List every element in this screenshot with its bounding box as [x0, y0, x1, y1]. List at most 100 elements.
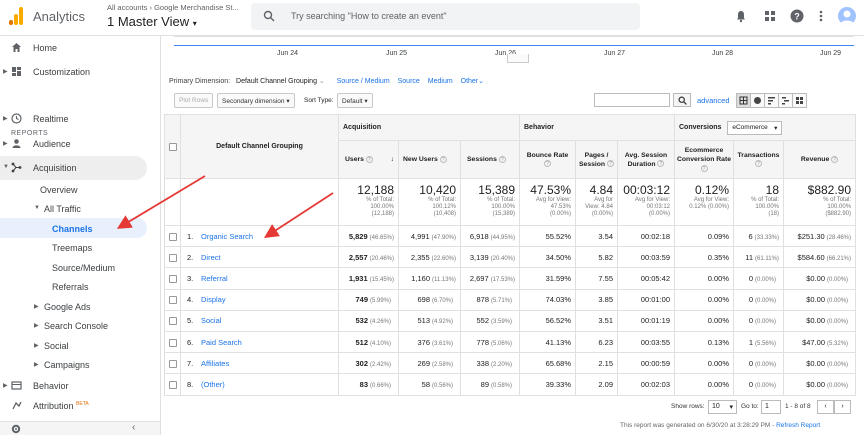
sidebar-item-attribution[interactable]: Attribution BETA: [0, 395, 160, 417]
next-page-button[interactable]: ›: [834, 400, 851, 414]
sidebar-item-treemaps[interactable]: Treemaps: [0, 237, 160, 259]
advanced-filter-link[interactable]: advanced: [697, 96, 730, 105]
channel-link[interactable]: Paid Search: [201, 337, 242, 347]
chart-resize-handle[interactable]: [507, 54, 529, 63]
sidebar-item-campaigns[interactable]: ▶ Campaigns: [0, 354, 160, 376]
more-vert-icon[interactable]: [814, 9, 828, 23]
dimension-option-source[interactable]: Source: [397, 78, 420, 85]
goto-input[interactable]: 1: [761, 400, 781, 414]
account-breadcrumb[interactable]: All accounts › Google Merchandise St...: [107, 3, 239, 12]
pie-view-icon[interactable]: [750, 93, 765, 108]
column-header-sessions[interactable]: Sessions ?: [460, 140, 520, 179]
sidebar-item-channels[interactable]: Channels: [0, 218, 160, 240]
total-sub: % of Total:: [823, 197, 852, 203]
row-checkbox[interactable]: [168, 359, 177, 368]
sidebar-item-home[interactable]: Home: [0, 37, 160, 59]
sidebar-item-referrals[interactable]: Referrals: [0, 276, 160, 298]
channel-link[interactable]: Direct: [201, 252, 221, 262]
table-row[interactable]: 8. (Other) 83 (0.66%) 58 (0.56%) 89 (0.58%) 39.3…: [164, 373, 857, 396]
column-header-transactions[interactable]: Transactions?: [733, 140, 784, 179]
column-header-bounce-rate[interactable]: Bounce Rate?: [519, 140, 576, 179]
row-checkbox[interactable]: [168, 296, 177, 305]
dimension-option-other[interactable]: Other: [460, 78, 479, 85]
plot-rows-button[interactable]: Plot Rows: [174, 93, 214, 108]
pivot-view-icon[interactable]: [792, 93, 807, 108]
column-header-new-users[interactable]: New Users ?: [398, 140, 461, 179]
help-icon[interactable]: ?: [700, 164, 708, 172]
row-checkbox[interactable]: [168, 380, 177, 389]
help-icon[interactable]: ?: [831, 155, 839, 163]
table-row[interactable]: 1. Organic Search 5,829 (46.65%) 4,991 (47.90…: [164, 224, 857, 248]
channel-link[interactable]: Organic Search: [201, 231, 254, 241]
dimension-header[interactable]: Default Channel Grouping: [180, 114, 339, 179]
help-icon[interactable]: ?: [790, 9, 804, 23]
data-table-view-icon[interactable]: [736, 93, 751, 108]
primary-dimension-selected[interactable]: Default Channel Grouping: [236, 78, 317, 85]
column-header-pages-session[interactable]: Pages / Session ?: [575, 140, 618, 179]
sidebar-item-google-ads[interactable]: ▶ Google Ads: [0, 296, 160, 318]
view-selector[interactable]: 1 Master View ▾: [107, 14, 197, 29]
table-filter-search-button[interactable]: [673, 93, 691, 107]
help-icon[interactable]: ?: [498, 155, 506, 163]
refresh-report-link[interactable]: Refresh Report: [776, 422, 821, 429]
table-row[interactable]: 2. Direct 2,557 (20.46%) 2,355 (22.60%) 3,139(…: [164, 246, 857, 269]
comparison-view-icon[interactable]: [778, 93, 793, 108]
dimension-option-source-medium[interactable]: Source / Medium: [336, 78, 390, 85]
avatar[interactable]: [838, 7, 856, 25]
help-icon[interactable]: ?: [657, 160, 665, 168]
secondary-dimension-dropdown[interactable]: Secondary dimension ▾: [217, 93, 295, 108]
row-checkbox[interactable]: [168, 338, 177, 347]
show-rows-select[interactable]: 10 ▾: [708, 400, 737, 414]
column-header-avg-session-duration[interactable]: Avg. Session Duration ?: [617, 140, 675, 179]
sidebar-item-source-medium[interactable]: Source/Medium: [0, 257, 160, 279]
select-all-checkbox[interactable]: [168, 142, 177, 151]
gear-icon[interactable]: [11, 424, 21, 434]
row-checkbox[interactable]: [168, 253, 177, 262]
sidebar-item-customization[interactable]: ▶ Customization: [0, 61, 160, 83]
dimension-option-medium[interactable]: Medium: [427, 78, 453, 85]
table-row[interactable]: 6. Paid Search 512 (4.10%) 376 (3.61%) 778 (5.0…: [164, 330, 857, 354]
channel-link[interactable]: Display: [201, 295, 226, 305]
help-icon[interactable]: ?: [544, 160, 551, 168]
performance-view-icon[interactable]: [764, 93, 779, 108]
sidebar-item-all-traffic[interactable]: ▼ All Traffic: [0, 198, 160, 220]
column-header-users[interactable]: Users ? ↓: [338, 140, 399, 179]
sidebar-item-acquisition[interactable]: ▼ Acquisition: [0, 157, 160, 179]
search-input[interactable]: Try searching "How to create an event": [251, 3, 640, 30]
analytics-logo-icon[interactable]: [9, 7, 23, 25]
sort-type-dropdown[interactable]: Default ▾: [337, 93, 373, 108]
bell-icon[interactable]: [734, 9, 748, 23]
sidebar-item-search-console[interactable]: ▶ Search Console: [0, 315, 160, 337]
row-checkbox[interactable]: [168, 232, 177, 241]
sidebar-item-social[interactable]: ▶ Social: [0, 335, 160, 357]
row-checkbox-cell: [164, 267, 181, 290]
channel-link[interactable]: Affiliates: [201, 358, 230, 368]
help-icon[interactable]: ?: [606, 160, 614, 168]
help-icon[interactable]: ?: [755, 160, 762, 168]
column-label: Revenue: [800, 156, 830, 163]
app-title[interactable]: Analytics: [33, 9, 86, 24]
help-icon[interactable]: ?: [439, 155, 447, 163]
channel-link[interactable]: (Other): [201, 379, 225, 389]
sidebar-item-behavior[interactable]: ▶ Behavior: [0, 375, 160, 397]
sidebar-item-label: Behavior: [33, 381, 69, 391]
sidebar-item-audience[interactable]: ▶ Audience: [0, 133, 160, 155]
table-row[interactable]: 3. Referral 1,931 (15.45%) 1,160 (11.13%) 2,69…: [164, 267, 857, 290]
table-row[interactable]: 5. Social 532 (4.26%) 513 (4.92%) 552 (3.59%) 56…: [164, 309, 857, 332]
help-icon[interactable]: ?: [365, 155, 373, 163]
collapse-sidebar-icon[interactable]: ‹: [132, 422, 136, 433]
row-checkbox[interactable]: [168, 317, 177, 326]
column-header-revenue[interactable]: Revenue ?: [782, 140, 857, 179]
row-checkbox[interactable]: [168, 274, 177, 283]
sidebar-item-overview[interactable]: Overview: [0, 179, 160, 201]
prev-page-button[interactable]: ‹: [817, 400, 834, 414]
table-filter-input[interactable]: [594, 93, 670, 107]
column-header-ecommerce-rate[interactable]: Ecommerce Conversion Rate ?: [674, 140, 734, 179]
table-row[interactable]: 4. Display 749 (5.99%) 698 (6.70%) 878 (5.71%) 7…: [164, 288, 857, 311]
sidebar-item-realtime[interactable]: ▶ Realtime: [0, 108, 160, 130]
channel-link[interactable]: Social: [201, 316, 222, 326]
table-row[interactable]: 7. Affiliates 302 (2.42%) 269 (2.58%) 338 (2.20…: [164, 352, 857, 375]
conversions-dropdown[interactable]: eCommerce ▾: [727, 120, 783, 135]
apps-grid-icon[interactable]: [763, 9, 777, 23]
channel-link[interactable]: Referral: [201, 273, 228, 283]
